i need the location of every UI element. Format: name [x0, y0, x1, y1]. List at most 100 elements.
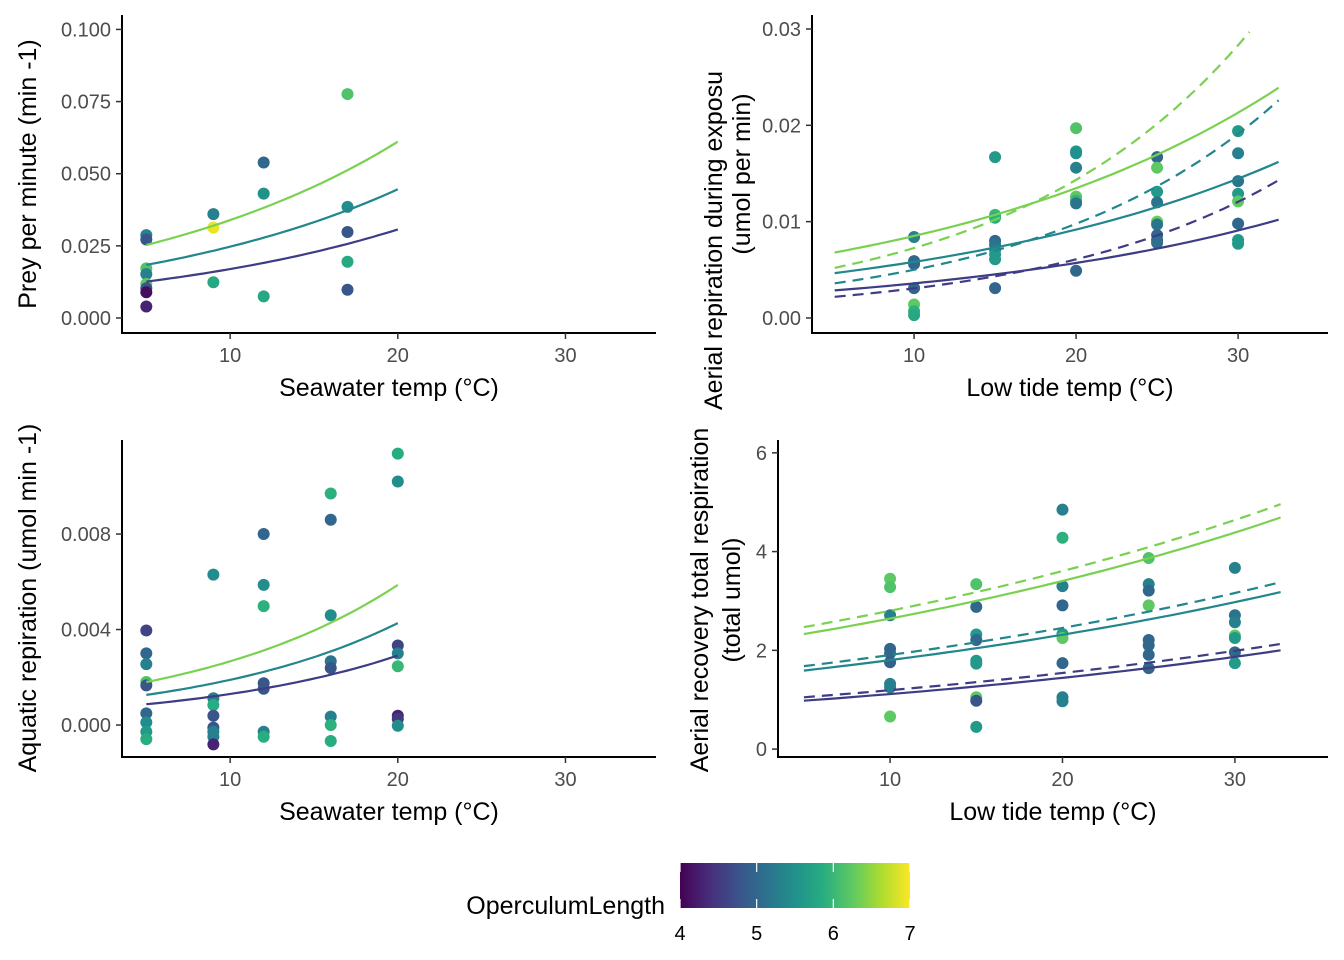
panel-2: 10 20 30 0.00 0.01 0.02 0.03 Low tide temp (°C)…	[700, 15, 1328, 410]
dashed-fit-line	[834, 31, 1251, 269]
y-tick-label: 0.025	[61, 236, 111, 258]
x-tick-label: 10	[879, 769, 901, 791]
data-point	[884, 656, 897, 669]
y-tick-label: 0.03	[762, 19, 801, 41]
data-point	[257, 156, 270, 169]
legend-tick-label: 6	[828, 923, 839, 945]
data-point	[908, 309, 921, 322]
y-tick-label: 6	[756, 443, 767, 465]
data-point	[1070, 147, 1083, 160]
dashed-fit-line	[803, 642, 1281, 699]
data-point	[1056, 657, 1069, 670]
data-point	[970, 633, 983, 646]
fit-line	[834, 160, 1280, 275]
data-point	[257, 730, 270, 743]
y-tick-label: 0.000	[61, 715, 111, 737]
y-axis-title: Aquatic repiration (umol min -1)	[14, 424, 42, 773]
y-axis-title: (total umol)	[718, 537, 746, 662]
data-point	[324, 487, 337, 500]
x-tick-label: 20	[387, 345, 409, 367]
data-point	[970, 578, 983, 591]
x-tick-label: 30	[554, 769, 576, 791]
fit-line	[803, 649, 1281, 702]
data-point	[884, 647, 897, 660]
data-point	[989, 282, 1002, 295]
data-point	[1056, 531, 1069, 544]
data-point	[1056, 695, 1069, 708]
y-tick-label: 0.01	[762, 212, 801, 234]
x-tick-label: 30	[554, 345, 576, 367]
data-point	[1070, 197, 1083, 210]
data-point	[1142, 584, 1155, 597]
data-point	[257, 528, 270, 541]
y-axis-title: Aerial repiration during exposu	[700, 71, 728, 410]
data-point	[324, 513, 337, 526]
data-point	[884, 710, 897, 723]
fit-line	[146, 228, 399, 283]
data-point	[324, 735, 337, 748]
data-point	[140, 733, 153, 746]
colorbar-legend: OperculumLength 4 5 6 7	[466, 863, 916, 945]
y-tick-label: 0.000	[61, 308, 111, 330]
data-point	[884, 572, 897, 585]
data-point	[391, 447, 404, 460]
data-point	[1142, 639, 1155, 652]
data-point	[140, 647, 153, 660]
x-axis-title: Low tide temp (°C)	[949, 798, 1156, 826]
y-tick-label: 0.008	[61, 524, 111, 546]
data-point	[1056, 580, 1069, 593]
data-point	[391, 660, 404, 673]
legend-tick-label: 4	[674, 923, 685, 945]
data-point	[1232, 125, 1245, 138]
y-tick-label: 4	[756, 542, 767, 564]
data-point	[140, 233, 153, 246]
data-point	[970, 657, 983, 670]
fit-line	[146, 188, 399, 266]
data-point	[1151, 236, 1164, 249]
y-tick-label: 0.00	[762, 308, 801, 330]
data-point	[140, 300, 153, 313]
data-point	[1232, 217, 1245, 230]
data-point	[140, 286, 153, 299]
x-tick-label: 20	[1065, 345, 1087, 367]
data-point	[989, 151, 1002, 164]
x-axis-title: Seawater temp (°C)	[279, 798, 499, 826]
data-point	[1070, 264, 1083, 277]
data-point	[207, 698, 220, 711]
fit-line	[146, 654, 399, 706]
legend-tick-label: 5	[751, 923, 762, 945]
data-point	[257, 578, 270, 591]
fit-line	[146, 583, 399, 684]
data-point	[1228, 616, 1241, 629]
colorbar	[680, 863, 910, 908]
fit-line	[146, 622, 399, 696]
data-point	[207, 276, 220, 289]
data-point	[140, 268, 153, 281]
y-tick-label: 0	[756, 739, 767, 761]
data-point	[1056, 503, 1069, 516]
y-tick-label: 0.02	[762, 115, 801, 137]
y-axis-title: Aerial recovery total respiration	[686, 428, 714, 773]
x-axis-title: Low tide temp (°C)	[966, 374, 1173, 402]
data-point	[257, 290, 270, 303]
y-tick-label: 2	[756, 640, 767, 662]
fit-line	[146, 140, 399, 247]
data-point	[324, 661, 337, 674]
data-point	[1232, 237, 1245, 250]
data-point	[1228, 561, 1241, 574]
dashed-fit-line	[803, 581, 1281, 668]
data-point	[341, 88, 354, 101]
data-point	[1070, 122, 1083, 135]
panels: 10 20 300.0000.0250.0500.0750.100Seawater …	[14, 15, 1328, 826]
data-point	[1151, 161, 1164, 174]
y-tick-label: 0.100	[61, 19, 111, 41]
dashed-fit-line	[834, 179, 1280, 298]
x-tick-label: 10	[219, 769, 241, 791]
panel-4: 10 20 30 0 2 4 6 Low tide temp (°C) Aerial recov…	[686, 428, 1328, 826]
x-tick-label: 20	[1051, 769, 1073, 791]
data-point	[140, 658, 153, 671]
data-point	[207, 738, 220, 751]
data-point	[1232, 147, 1245, 160]
data-point	[884, 581, 897, 594]
